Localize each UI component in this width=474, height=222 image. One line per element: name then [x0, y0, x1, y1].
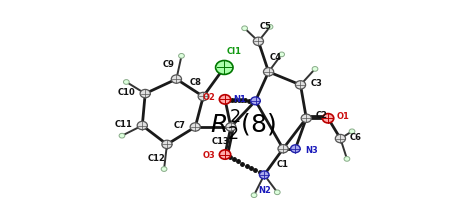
Ellipse shape: [301, 114, 311, 123]
Ellipse shape: [219, 150, 231, 159]
Ellipse shape: [161, 167, 167, 171]
Text: Cl1: Cl1: [227, 47, 241, 56]
Text: C11: C11: [114, 120, 132, 129]
Ellipse shape: [344, 157, 350, 161]
Ellipse shape: [349, 129, 355, 134]
Ellipse shape: [264, 68, 273, 76]
Text: C3: C3: [310, 79, 322, 88]
Ellipse shape: [251, 193, 257, 198]
Text: C9: C9: [163, 60, 175, 69]
Ellipse shape: [119, 133, 125, 138]
Text: O3: O3: [203, 151, 216, 161]
Ellipse shape: [322, 114, 334, 123]
Ellipse shape: [226, 123, 236, 131]
Text: C4: C4: [270, 53, 282, 62]
Ellipse shape: [274, 190, 280, 195]
Ellipse shape: [335, 134, 346, 143]
Ellipse shape: [259, 171, 269, 179]
Text: C2: C2: [316, 111, 328, 120]
Ellipse shape: [279, 52, 284, 57]
Ellipse shape: [123, 80, 129, 84]
Text: N2: N2: [258, 186, 271, 195]
Text: C8: C8: [190, 78, 202, 87]
Text: C6: C6: [350, 133, 362, 142]
Ellipse shape: [198, 92, 209, 101]
Text: C10: C10: [117, 88, 135, 97]
Ellipse shape: [267, 24, 273, 29]
Text: O1: O1: [337, 112, 350, 121]
Ellipse shape: [171, 75, 182, 83]
Ellipse shape: [190, 123, 201, 131]
Text: C13: C13: [211, 137, 229, 146]
Ellipse shape: [253, 37, 264, 46]
Text: $\it{R}_2^2(8)$: $\it{R}_2^2(8)$: [210, 108, 276, 143]
Ellipse shape: [140, 89, 150, 98]
Ellipse shape: [278, 145, 288, 153]
Ellipse shape: [179, 54, 184, 58]
Ellipse shape: [291, 145, 300, 153]
Text: C1: C1: [277, 160, 289, 169]
Ellipse shape: [219, 95, 231, 104]
Ellipse shape: [312, 67, 318, 71]
Ellipse shape: [216, 60, 233, 74]
Text: C12: C12: [147, 154, 165, 163]
Ellipse shape: [137, 121, 147, 130]
Ellipse shape: [162, 140, 172, 149]
Text: C5: C5: [260, 22, 272, 31]
Ellipse shape: [295, 81, 306, 89]
Ellipse shape: [251, 97, 260, 105]
Text: O2: O2: [203, 93, 216, 102]
Ellipse shape: [242, 26, 247, 31]
Text: C7: C7: [174, 121, 186, 130]
Text: N1: N1: [233, 95, 246, 104]
Text: N3: N3: [305, 146, 318, 155]
